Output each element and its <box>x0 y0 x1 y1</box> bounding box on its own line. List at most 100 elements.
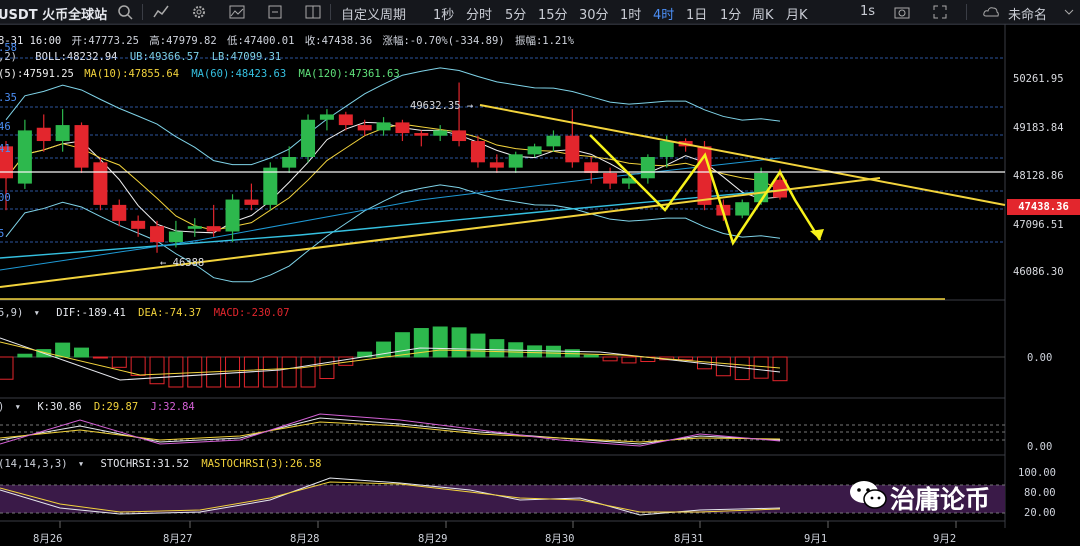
period-week[interactable]: 周K <box>752 8 774 23</box>
candle <box>319 114 334 120</box>
candle <box>470 141 485 163</box>
boll-info-row: ,2) BOLL:48232.94 UB:49366.57 LB:47099.3… <box>0 51 281 63</box>
candle <box>74 125 89 168</box>
stochrsi-band <box>0 485 1005 513</box>
macd-bar <box>489 339 505 358</box>
candle <box>773 179 787 198</box>
boll-upper-line <box>5 67 781 166</box>
macd-bar <box>527 345 543 358</box>
annotation-low: ← 46388 <box>160 257 205 269</box>
resistance-trendline <box>479 104 1006 206</box>
custom-period-button[interactable]: 自定义周期 <box>341 8 407 23</box>
macd-bar <box>432 326 448 358</box>
period-1s[interactable]: 1秒 <box>433 8 455 23</box>
candle <box>640 157 655 179</box>
change-value: 涨幅:-0.70%(-334.89) <box>382 35 505 47</box>
unnamed-label[interactable]: 未命名 <box>1008 8 1048 23</box>
symbol-label[interactable]: USDT 火币全球站 <box>0 8 108 23</box>
period-1d[interactable]: 1日 <box>686 8 708 23</box>
cloud-icon[interactable] <box>982 3 1000 21</box>
period-30m[interactable]: 30分 <box>579 8 609 23</box>
macd-bar <box>451 327 467 358</box>
search-icon[interactable] <box>116 3 134 21</box>
fullscreen-icon[interactable] <box>266 3 284 21</box>
macd-info-row: 5,9) ▾ DIF:-189.41 DEA:-74.37 MACD:-230.… <box>0 307 290 319</box>
macd-axis: 0.00 <box>1027 352 1053 364</box>
macd-bar <box>545 345 561 358</box>
macd-bar <box>281 356 297 388</box>
boll-lower-line <box>5 184 781 283</box>
period-1h[interactable]: 1时 <box>620 8 642 23</box>
boll-value: BOLL:48232.94 <box>35 51 118 63</box>
candle <box>452 130 467 142</box>
layout-icon[interactable] <box>304 3 322 21</box>
macd-bar <box>753 356 769 379</box>
macd-bar <box>772 356 788 382</box>
macd-value: MACD:-230.07 <box>213 307 290 319</box>
stoch-axis-80: 80.00 <box>1024 487 1056 499</box>
price-tick: 46086.30 <box>1013 266 1064 278</box>
stochrsi-params: (14,14,3,3) <box>0 458 68 470</box>
candle <box>93 162 108 205</box>
expand-icon[interactable] <box>931 3 949 21</box>
candle <box>527 146 542 155</box>
macd-bar <box>92 356 108 359</box>
j-line <box>0 413 781 447</box>
candle <box>433 130 448 136</box>
candle <box>168 231 183 243</box>
candle <box>659 141 674 157</box>
candle <box>263 167 278 205</box>
period-month[interactable]: 月K <box>786 8 808 23</box>
interval-1s[interactable]: 1s <box>860 4 876 19</box>
camera-icon[interactable] <box>893 3 911 21</box>
macd-bar <box>300 356 316 388</box>
period-15m[interactable]: 15分 <box>538 8 568 23</box>
macd-bar <box>413 328 429 358</box>
date-tick: 8月30 <box>545 533 575 545</box>
projection-arrows <box>589 134 822 246</box>
price-tick: 47096.51 <box>1013 219 1064 231</box>
chevron-down-icon[interactable] <box>1060 3 1078 21</box>
lb-value: LB:47099.31 <box>211 51 282 63</box>
candle <box>395 122 410 134</box>
support-trendline <box>0 177 881 288</box>
candle <box>735 202 750 216</box>
period-4h[interactable]: 4时 <box>653 8 675 23</box>
macd-bar <box>394 332 410 358</box>
macd-bar <box>583 354 599 358</box>
ma5-value: (5):47591.25 <box>0 68 74 80</box>
stochrsi-value: STOCHRSI:31.52 <box>100 458 190 470</box>
macd-bar <box>470 333 486 358</box>
indicator-icon[interactable] <box>152 3 170 21</box>
open-value: 开:47773.25 <box>71 35 139 47</box>
date-tick: 8月26 <box>33 533 63 545</box>
current-price-tag: 47438.36 <box>1007 199 1080 215</box>
macd-bar <box>262 356 278 388</box>
period-5m[interactable]: 5分 <box>505 8 527 23</box>
date-tick: 8月28 <box>290 533 320 545</box>
candle <box>36 127 51 142</box>
period-timeshare[interactable]: 分时 <box>466 8 493 23</box>
candle <box>244 199 259 205</box>
wechat-icon <box>850 481 887 509</box>
macd-bar <box>319 356 335 380</box>
candle <box>0 146 13 179</box>
k-value: K:30.86 <box>37 401 82 413</box>
period-1min[interactable]: 1分 <box>720 8 742 23</box>
candle <box>489 162 504 168</box>
left-label-3: 41 <box>0 143 11 155</box>
ma60-line <box>0 189 781 259</box>
macd-bar <box>621 356 637 364</box>
macd-bar <box>17 353 33 358</box>
ma120-value: MA(120):47361.63 <box>298 68 400 80</box>
candle <box>55 125 70 142</box>
mastochrsi-value: MASTOCHRSI(3):26.58 <box>201 458 322 470</box>
stochrsi-line <box>0 477 781 516</box>
macd-bar <box>111 356 127 368</box>
image-icon[interactable] <box>228 3 246 21</box>
ma-info-row: (5):47591.25 MA(10):47855.64 MA(60):4842… <box>0 68 400 80</box>
boll-params: ,2) <box>0 51 17 63</box>
gear-icon[interactable] <box>190 3 208 21</box>
left-label-1: .35 <box>0 92 17 104</box>
